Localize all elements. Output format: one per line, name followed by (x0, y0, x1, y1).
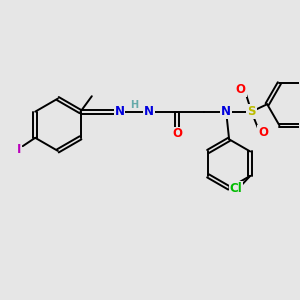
Text: I: I (17, 142, 21, 156)
Text: N: N (144, 105, 154, 118)
Text: O: O (172, 128, 182, 140)
Text: S: S (247, 105, 256, 118)
Text: Cl: Cl (230, 182, 242, 195)
Text: H: H (130, 100, 138, 110)
Text: N: N (221, 105, 231, 118)
Text: O: O (236, 83, 246, 97)
Text: O: O (258, 126, 268, 139)
Text: N: N (114, 105, 124, 118)
